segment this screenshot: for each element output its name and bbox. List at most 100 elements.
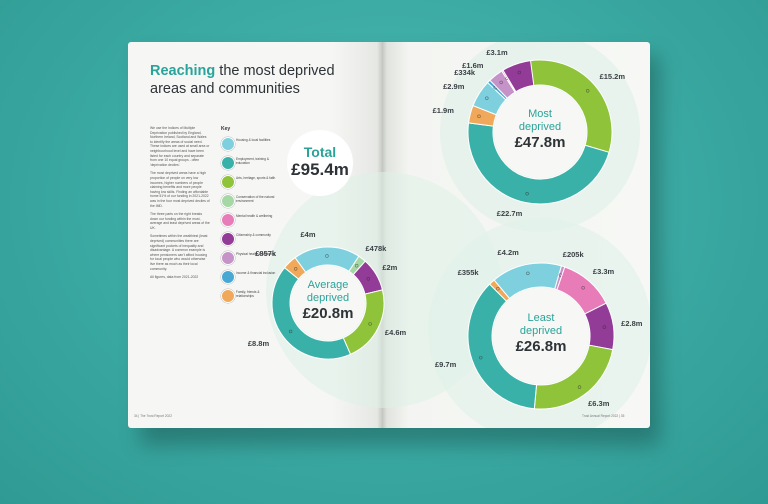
- slice-marker: [602, 325, 607, 329]
- key-label: Mental health & wellbeing: [236, 214, 273, 218]
- key-label: Housing & local facilities: [236, 138, 271, 142]
- donut-title: deprived: [518, 121, 562, 133]
- slice-marker: [485, 96, 489, 100]
- slice-value-label: £3.1m: [486, 47, 508, 57]
- slice-marker: [525, 191, 529, 196]
- footer-right: Trust Annual Report 2022 | 35: [582, 414, 625, 418]
- key-label: Employment, training & education: [236, 157, 269, 165]
- slice-value-label: £4m: [300, 230, 316, 240]
- donut-slice: [488, 279, 511, 302]
- key-swatch: [221, 270, 235, 284]
- key-item: Arts, heritage, sports & faith: [221, 175, 277, 189]
- slice-value-label: £355k: [457, 268, 479, 278]
- donut-center-text: Least deprived £26.8m: [501, 312, 581, 356]
- key-label: Income & financial inclusion: [236, 271, 276, 275]
- slice-marker: [325, 254, 329, 258]
- donut-center-text: Average deprived £20.8m: [288, 279, 368, 323]
- key-item: Citizenship & community: [221, 232, 277, 246]
- slice-marker: [354, 264, 359, 268]
- total-value: £95.4m: [291, 160, 349, 179]
- donut-total: £47.8m: [514, 134, 566, 151]
- donut-center-text: Most deprived £47.8m: [500, 108, 580, 152]
- key-item: Mental health & wellbeing: [221, 213, 277, 227]
- total-bubble: [287, 130, 353, 196]
- key-swatch: [221, 175, 235, 189]
- slice-marker: [499, 80, 503, 85]
- donut-title: Average: [307, 279, 349, 291]
- donut-center: [494, 86, 586, 178]
- slice-value-label: £478k: [365, 244, 387, 254]
- key-item: Physical health & wellbeing: [221, 251, 277, 265]
- slice-marker: [577, 385, 582, 389]
- slice-value-label: £15.2m: [599, 72, 626, 82]
- donut-slice: [283, 256, 307, 280]
- donut-slice: [502, 60, 535, 93]
- body-paragraph: The three parts on the right breaks down…: [150, 212, 210, 230]
- slice-value-label: £22.7m: [496, 209, 523, 219]
- donut-title: deprived: [306, 292, 350, 304]
- body-paragraph: All figures, data from 2021-2022: [150, 275, 199, 280]
- slice-marker: [366, 277, 371, 281]
- slice-marker: [293, 267, 298, 271]
- total-text: Total £95.4m: [280, 144, 360, 180]
- key-swatch: [221, 251, 235, 265]
- slice-value-label: £3.3m: [592, 266, 615, 276]
- slice-marker: [477, 114, 481, 119]
- donut-center: [493, 288, 589, 384]
- slice-marker: [479, 355, 483, 360]
- slice-value-label: £857k: [255, 248, 277, 258]
- slice-marker: [288, 329, 293, 334]
- slice-marker: [526, 271, 530, 276]
- slice-value-label: £9.7m: [435, 359, 457, 369]
- slice-value-label: £205k: [562, 250, 584, 259]
- key-item: Employment, training & education: [221, 156, 277, 170]
- donut-slice: [467, 122, 610, 205]
- key-item: Income & financial inclusion: [221, 270, 277, 284]
- slice-value-label: £8.8m: [247, 339, 270, 349]
- key-label: Physical health & wellbeing: [236, 252, 275, 256]
- slice-value-label: £1.6m: [462, 60, 484, 70]
- key-item: Family, friends & relationships: [221, 289, 277, 303]
- slice-marker: [496, 287, 500, 291]
- footer-left: 34 | The Trust Report 2022: [134, 414, 172, 418]
- key-title: Key: [221, 126, 231, 132]
- body-text: We use the Indices of Multiple Deprivati…: [150, 126, 210, 284]
- slice-marker: [585, 89, 590, 93]
- donut-title: Least: [527, 312, 555, 324]
- slice-value-label: £1.9m: [432, 106, 454, 116]
- key-label: Family, friends & relationships: [236, 290, 260, 298]
- key-item: Housing & local facilities: [221, 137, 277, 151]
- slice-value-label: £4.6m: [384, 328, 407, 338]
- key-swatch: [221, 194, 235, 208]
- donut-center: [291, 266, 365, 340]
- key-label: Arts, heritage, sports & faith: [236, 176, 276, 180]
- donut-total: £20.8m: [302, 305, 354, 322]
- slice-value-label: £2.9m: [443, 81, 465, 91]
- donut-total: £26.8m: [515, 338, 567, 355]
- key-swatch: [221, 213, 235, 227]
- slice-marker: [581, 286, 585, 290]
- key-item: Conservation of the natural environment: [221, 194, 277, 208]
- heading-line2: areas and communities: [150, 81, 300, 97]
- key-swatch: [221, 137, 235, 151]
- slice-marker: [517, 70, 521, 75]
- key-swatch: [221, 156, 235, 170]
- total-label: Total: [303, 144, 337, 160]
- key-swatch: [221, 289, 235, 303]
- slice-value-label: £2m: [382, 263, 398, 273]
- donut-title: Most: [528, 108, 552, 120]
- slice-marker: [368, 322, 372, 326]
- key-label: Citizenship & community: [236, 233, 271, 237]
- slice-value-label: £4.2m: [497, 247, 519, 257]
- donut-title: deprived: [519, 325, 563, 337]
- slice-value-label: £334k: [454, 68, 476, 77]
- heading-highlight: Reaching: [150, 63, 216, 79]
- key-label: Conservation of the natural environment: [236, 195, 275, 203]
- body-paragraph: We use the Indices of Multiple Deprivati…: [150, 126, 210, 167]
- slice-value-label: £6.3m: [588, 398, 610, 408]
- heading-line1: the most deprived: [219, 63, 335, 79]
- key-swatch: [221, 232, 235, 246]
- page-heading: Reaching the most deprived areas and com…: [150, 62, 350, 98]
- body-paragraph: The most deprived areas have a high prop…: [150, 171, 210, 208]
